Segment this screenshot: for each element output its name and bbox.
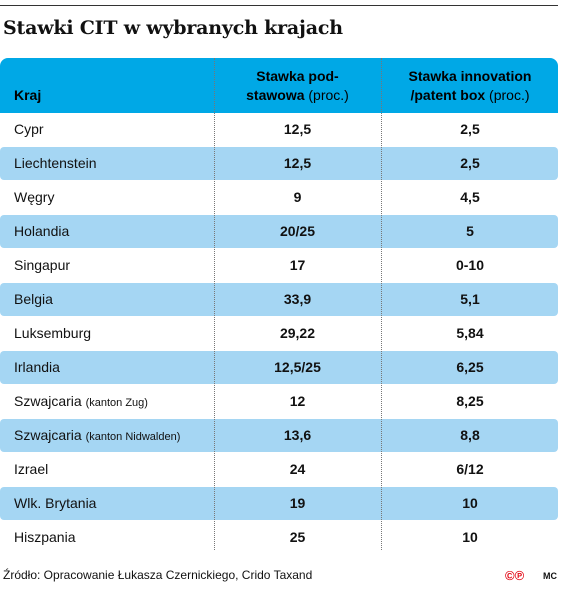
patent-box-rate-cell: 10 [462, 495, 478, 511]
country-name: Irlandia [14, 359, 60, 375]
publisher-logo: ©℗ [505, 568, 525, 583]
country-name: Holandia [14, 223, 70, 239]
country-cell: Hiszpania [14, 521, 75, 554]
cit-table: Kraj Stawka pod-stawowa (proc.) Stawka i… [0, 58, 558, 555]
country-name: Luksemburg [14, 325, 92, 341]
table-row: Hiszpania 25 10 [0, 521, 558, 554]
base-rate-cell: 9 [293, 189, 302, 205]
country-cell: Belgia [14, 283, 53, 316]
country-cell: Irlandia [14, 351, 60, 384]
top-rule [0, 5, 558, 6]
table-row: Belgia 33,9 5,1 [0, 283, 558, 316]
base-rate-cell: 13,6 [283, 427, 312, 443]
column-divider-2 [381, 58, 382, 550]
header-base-label: Stawka pod-stawowa [246, 68, 339, 103]
base-rate-cell: 12,5 [283, 155, 312, 171]
table-header: Kraj Stawka pod-stawowa (proc.) Stawka i… [0, 58, 558, 113]
table-row: Izrael 24 6/12 [0, 453, 558, 486]
base-rate-cell: 33,9 [283, 291, 312, 307]
country-name: Cypr [14, 121, 44, 137]
table-body: Cypr 12,5 2,5 Liechtenstein 12,5 2,5 Węgry 9 4,5… [0, 113, 558, 554]
country-name: Hiszpania [14, 529, 76, 545]
country-cell: Izrael [14, 453, 48, 486]
country-name: Szwajcaria [14, 427, 82, 443]
patent-box-rate-cell: 6,25 [456, 359, 484, 375]
patent-box-rate-cell: 0-10 [455, 257, 485, 273]
country-name: Wlk. Brytania [14, 495, 97, 511]
country-cell: Węgry [14, 181, 54, 214]
base-rate-cell: 17 [289, 257, 306, 273]
country-name: Szwajcaria [14, 393, 82, 409]
source-note: Źródło: Opracowanie Łukasza Czernickiego… [3, 568, 313, 582]
patent-box-rate-cell: 10 [462, 529, 478, 545]
table-row: Singapur 17 0-10 [0, 249, 558, 282]
table-row: Szwajcaria (kanton Nidwalden) 13,6 8,8 [0, 419, 558, 452]
table-row: Irlandia 12,5/25 6,25 [0, 351, 558, 384]
table-row: Cypr 12,5 2,5 [0, 113, 558, 146]
country-cell: Luksemburg [14, 317, 91, 350]
patent-box-rate-cell: 8,8 [460, 427, 480, 443]
chart-title: Stawki CIT w wybranych krajach [3, 17, 343, 39]
table-row: Luksemburg 29,22 5,84 [0, 317, 558, 350]
header-box-label: Stawka innovation/patent box [408, 68, 532, 103]
header-country-label: Kraj [14, 87, 42, 103]
base-rate-cell: 25 [289, 529, 306, 545]
patent-box-rate-cell: 5,84 [456, 325, 484, 341]
header-country: Kraj [14, 86, 41, 105]
country-cell: Holandia [14, 215, 69, 248]
country-note: (kanton Zug) [85, 397, 148, 409]
country-cell: Liechtenstein [14, 147, 97, 180]
country-cell: Szwajcaria (kanton Nidwalden) [14, 419, 180, 452]
country-name: Singapur [14, 257, 71, 273]
base-rate-cell: 12,5/25 [274, 359, 321, 375]
country-cell: Szwajcaria (kanton Zug) [14, 385, 148, 418]
base-rate-cell: 12 [289, 393, 306, 409]
country-name: Izrael [14, 461, 49, 477]
patent-box-rate-cell: 2,5 [460, 121, 480, 137]
table-row: Węgry 9 4,5 [0, 181, 558, 214]
country-cell: Wlk. Brytania [14, 487, 96, 520]
table-row: Liechtenstein 12,5 2,5 [0, 147, 558, 180]
author-initials: MC [543, 571, 557, 581]
table-row: Wlk. Brytania 19 10 [0, 487, 558, 520]
header-base-rate: Stawka pod-stawowa (proc.) [215, 67, 380, 105]
base-rate-cell: 12,5 [283, 121, 312, 137]
header-box-unit: (proc.) [489, 87, 530, 103]
header-patent-box: Stawka innovation/patent box (proc.) [382, 67, 558, 105]
header-base-unit: (proc.) [308, 87, 349, 103]
country-note: (kanton Nidwalden) [85, 431, 181, 443]
country-name: Węgry [14, 189, 55, 205]
country-cell: Cypr [14, 113, 44, 146]
country-cell: Singapur [14, 249, 70, 282]
base-rate-cell: 29,22 [279, 325, 316, 341]
base-rate-cell: 19 [289, 495, 306, 511]
patent-box-rate-cell: 8,25 [456, 393, 484, 409]
patent-box-rate-cell: 6/12 [456, 461, 484, 477]
table-row: Szwajcaria (kanton Zug) 12 8,25 [0, 385, 558, 418]
country-name: Belgia [14, 291, 53, 307]
patent-box-rate-cell: 4,5 [460, 189, 480, 205]
base-rate-cell: 24 [289, 461, 306, 477]
base-rate-cell: 20/25 [279, 223, 316, 239]
patent-box-rate-cell: 2,5 [460, 155, 480, 171]
table-row: Holandia 20/25 5 [0, 215, 558, 248]
patent-box-rate-cell: 5,1 [460, 291, 480, 307]
country-name: Liechtenstein [14, 155, 97, 171]
column-divider-1 [214, 58, 215, 550]
patent-box-rate-cell: 5 [466, 223, 474, 239]
